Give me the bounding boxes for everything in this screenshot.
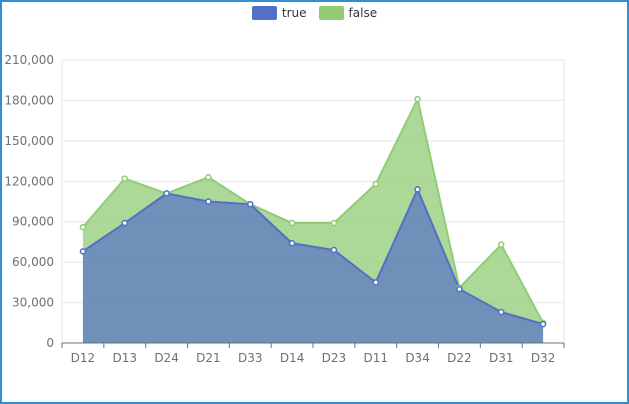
point-true-D33[interactable] [247,200,254,208]
legend-swatch-false [318,6,344,20]
point-false-D23[interactable] [330,219,338,227]
point-true-D23[interactable] [330,246,338,254]
point-true-D34[interactable] [414,186,421,193]
line-true [82,186,544,326]
y-tick-label-1: 30,000 [12,296,54,310]
y-tick-label-5: 150,000 [4,134,54,148]
x-tick-label-D11: D11 [363,351,388,365]
point-false-D21[interactable] [205,173,212,181]
x-tick-label-D34: D34 [405,351,430,365]
y-tick-label-0: 0 [46,336,54,350]
point-false-D13[interactable] [121,175,128,182]
x-tick-label-D24: D24 [154,351,179,365]
point-false-D14[interactable] [288,219,296,227]
point-false-D34[interactable] [414,95,421,103]
point-true-D12[interactable] [79,248,87,255]
x-tick-label-D31: D31 [489,351,514,365]
point-true-D13[interactable] [121,219,128,227]
x-tick-label-D13: D13 [112,351,137,365]
point-true-D21[interactable] [205,198,212,205]
x-tick-label-D22: D22 [447,351,472,365]
point-false-D12[interactable] [79,223,87,231]
legend-label-true: true [281,6,307,20]
point-true-D31[interactable] [498,308,505,316]
area-layer [82,96,544,343]
point-false-D11[interactable] [372,180,379,188]
x-tick-label-D21: D21 [196,351,221,365]
y-tick-label-7: 210,000 [4,53,54,67]
line-false [82,96,544,324]
legend-swatch-true [251,6,277,20]
point-true-D14[interactable] [288,240,296,247]
x-tick-label-D23: D23 [322,351,347,365]
y-tick-label-4: 120,000 [4,174,54,188]
point-true-D22[interactable] [456,285,463,293]
legend-label-false: false [348,6,378,20]
x-tick-label-D33: D33 [238,351,263,365]
point-false-D31[interactable] [498,241,505,248]
legend-item-false[interactable]: false [318,6,378,20]
x-tick-label-D14: D14 [280,351,305,365]
x-tick-label-D32: D32 [531,351,556,365]
axis-layer: 0 30,000 60,000 90,000 120,000 150,000 180,000… [4,53,565,365]
y-tick-label-3: 90,000 [12,215,54,229]
legend-item-true[interactable]: true [251,6,307,20]
legend: true false [2,6,627,20]
point-true-D11[interactable] [372,279,379,286]
area-true [82,189,544,343]
point-true-D24[interactable] [163,190,170,197]
y-tick-label-2: 60,000 [12,255,54,269]
x-tick-label-D12: D12 [71,351,96,365]
y-tick-label-6: 180,000 [4,93,54,107]
point-true-D32[interactable] [539,320,547,328]
point-layer [79,95,547,328]
grid-layer [61,59,565,343]
